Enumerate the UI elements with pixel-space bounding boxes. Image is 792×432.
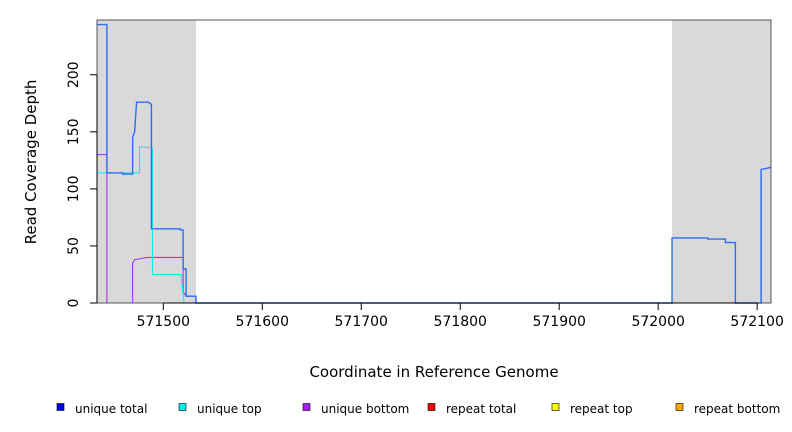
series-lines <box>97 23 772 304</box>
legend-swatch <box>302 403 311 411</box>
x-axis-label: Coordinate in Reference Genome <box>309 363 558 381</box>
legend-label: repeat top <box>570 402 633 416</box>
plot-area-frame <box>96 19 772 304</box>
shaded-region-0 <box>97 20 196 303</box>
y-tick-label: 150 <box>66 118 82 145</box>
legend: unique total unique top unique bottom repea… <box>56 402 780 416</box>
x-tick-label: 571500 <box>137 314 190 330</box>
legend-label: unique total <box>75 402 147 416</box>
series-unique-top-line <box>97 146 771 304</box>
y-axis: 0 50 100 150 200 <box>66 61 98 308</box>
y-tick-label: 200 <box>66 61 82 88</box>
x-tick-label: 571600 <box>236 314 289 330</box>
y-tick-label: 0 <box>66 299 82 308</box>
legend-label: repeat total <box>446 402 516 416</box>
legend-label: unique bottom <box>321 402 409 416</box>
x-tick-label: 571900 <box>532 314 585 330</box>
x-tick-label: 572100 <box>730 314 783 330</box>
series-unique-total-line <box>97 23 772 304</box>
legend-swatch <box>178 403 187 411</box>
shaded-regions <box>97 20 771 303</box>
legend-swatch <box>675 403 684 411</box>
legend-swatch <box>551 403 560 411</box>
y-axis-label: Read Coverage Depth <box>22 80 40 245</box>
x-tick-label: 571800 <box>434 314 487 330</box>
x-tick-label: 571700 <box>335 314 388 330</box>
shaded-region-1 <box>672 20 771 303</box>
legend-label: unique top <box>197 402 262 416</box>
legend-swatch <box>427 403 436 411</box>
legend-label: repeat bottom <box>694 402 780 416</box>
series-unique-bottom-line <box>97 154 772 304</box>
x-tick-label: 572000 <box>631 314 684 330</box>
y-tick-label: 100 <box>66 176 82 203</box>
legend-swatch <box>56 403 65 411</box>
y-tick-label: 50 <box>66 237 82 255</box>
x-axis: 571500 571600 571700 571800 571900 572000 5721… <box>137 302 784 330</box>
